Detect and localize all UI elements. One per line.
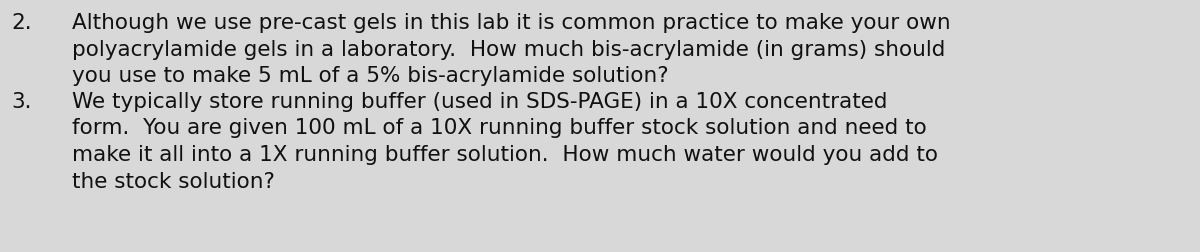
Text: 3.: 3.	[12, 92, 32, 112]
Text: make it all into a 1X running buffer solution.  How much water would you add to: make it all into a 1X running buffer sol…	[72, 144, 938, 164]
Text: Although we use pre-cast gels in this lab it is common practice to make your own: Although we use pre-cast gels in this la…	[72, 13, 950, 33]
Text: the stock solution?: the stock solution?	[72, 171, 275, 191]
Text: We typically store running buffer (used in SDS-PAGE) in a 10X concentrated: We typically store running buffer (used …	[72, 92, 888, 112]
Text: form.  You are given 100 mL of a 10X running buffer stock solution and need to: form. You are given 100 mL of a 10X runn…	[72, 118, 926, 138]
Text: you use to make 5 mL of a 5% bis-acrylamide solution?: you use to make 5 mL of a 5% bis-acrylam…	[72, 66, 668, 86]
Text: polyacrylamide gels in a laboratory.  How much bis-acrylamide (in grams) should: polyacrylamide gels in a laboratory. How…	[72, 39, 946, 59]
Text: 2.: 2.	[11, 13, 32, 33]
